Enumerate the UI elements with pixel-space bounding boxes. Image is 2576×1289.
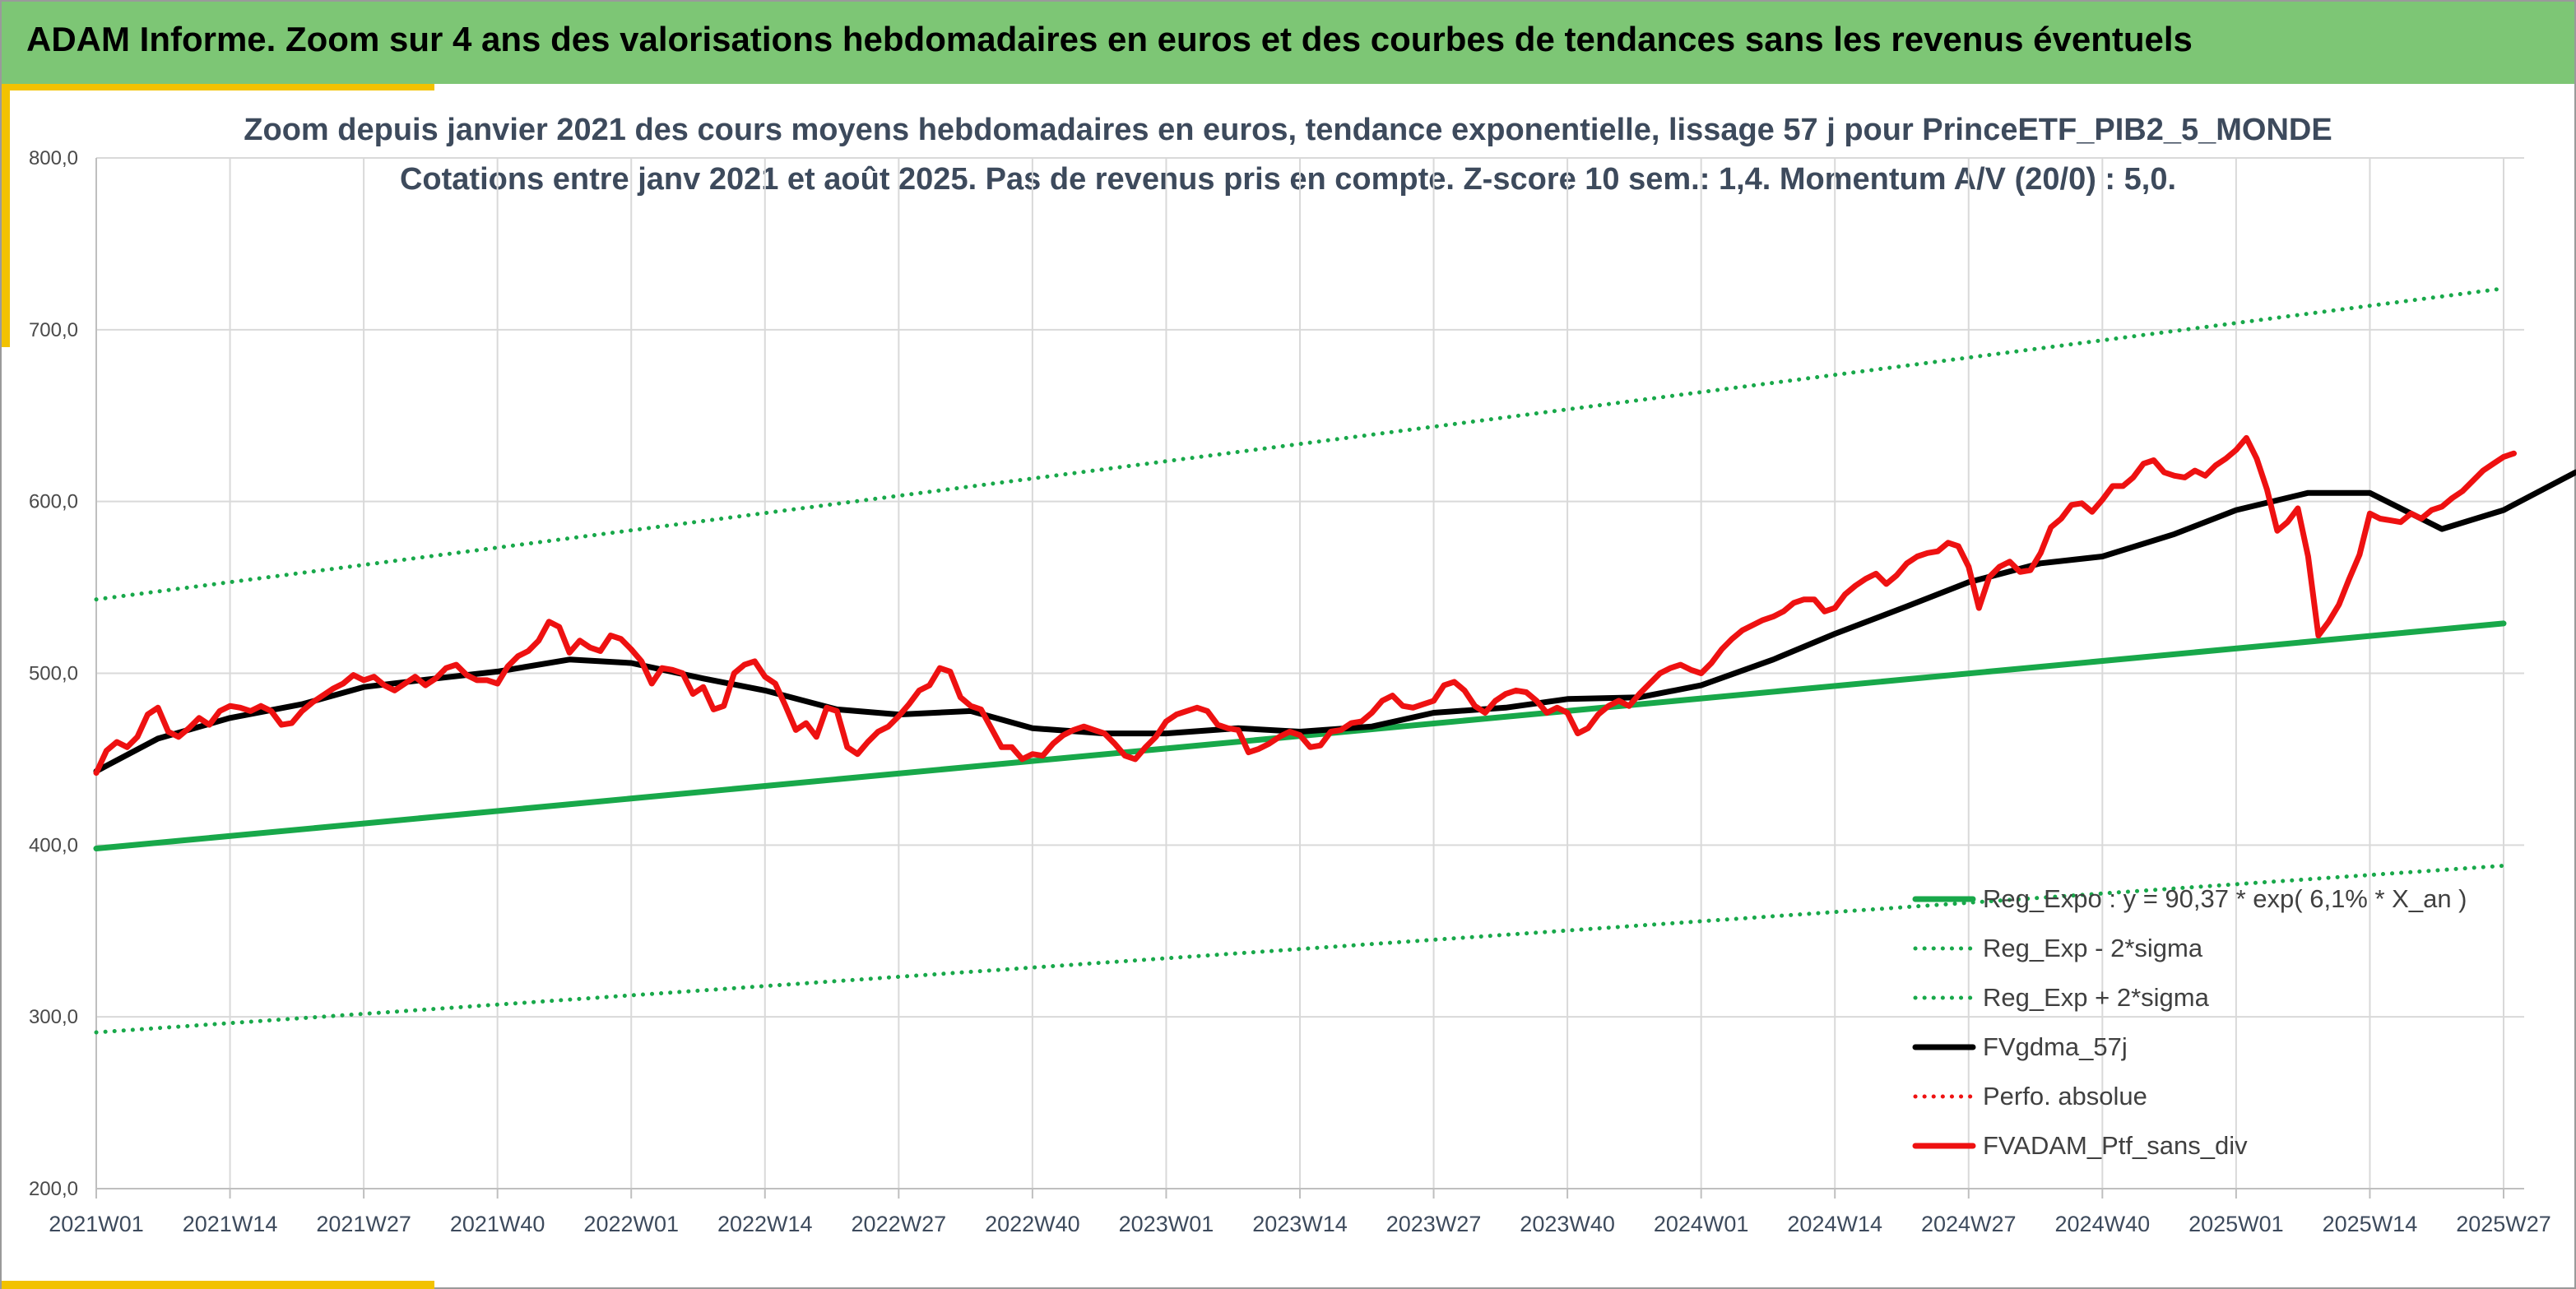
upper-band-line [94, 286, 2506, 602]
legend-label: Reg_Expo : y = 90,37 * exp( 6,1% * X_an … [1983, 884, 2467, 913]
sma-57j-line [93, 469, 2576, 774]
legend: Reg_Expo : y = 90,37 * exp( 6,1% * X_an … [1912, 884, 2467, 1160]
y-tick-label: 600,0 [29, 491, 78, 513]
plot-area [93, 286, 2576, 1035]
legend-item-reg-exp-minus: Reg_Exp - 2*sigma [1913, 934, 2203, 962]
y-tick-label: 500,0 [29, 663, 78, 685]
y-tick-label: 800,0 [29, 147, 78, 169]
x-tick-label: 2025W01 [2188, 1212, 2284, 1236]
x-tick-label: 2023W40 [1520, 1212, 1615, 1236]
grid-lines [96, 157, 2524, 1189]
x-tick-label: 2022W14 [717, 1212, 813, 1236]
legend-item-reg-exp-plus: Reg_Exp + 2*sigma [1913, 983, 2210, 1012]
y-tick-label: 200,0 [29, 1178, 78, 1200]
accent-bar-bottom [2, 1281, 434, 1289]
legend-item-perfo-absolue: Perfo. absolue [1913, 1082, 2147, 1110]
x-tick-label: 2021W40 [450, 1212, 545, 1236]
x-tick-label: 2022W40 [985, 1212, 1080, 1236]
x-tick-label: 2024W40 [2055, 1212, 2151, 1236]
chart-title: Zoom depuis janvier 2021 des cours moyen… [244, 113, 2332, 147]
x-tick-label: 2024W27 [1921, 1212, 2017, 1236]
x-tick-label: 2022W27 [852, 1212, 947, 1236]
x-tick-label: 2023W01 [1119, 1212, 1214, 1236]
legend-item-reg-expo: Reg_Expo : y = 90,37 * exp( 6,1% * X_an … [1912, 884, 2467, 913]
accent-bar-top [2, 84, 434, 90]
legend-label: Reg_Exp + 2*sigma [1983, 983, 2210, 1012]
x-tick-label: 2025W27 [2456, 1212, 2551, 1236]
header-banner: ADAM Informe. Zoom sur 4 ans des valoris… [2, 2, 2574, 84]
axes: 200,0 300,0 400,0 500,0 600,0 700,0 800,0 2021W… [29, 147, 2551, 1236]
legend-item-fvadam: FVADAM_Ptf_sans_div [1912, 1131, 2248, 1160]
y-tick-label: 700,0 [29, 319, 78, 341]
legend-label: FVADAM_Ptf_sans_div [1983, 1131, 2248, 1160]
accent-bar-left [2, 84, 10, 347]
x-tick-label: 2023W27 [1386, 1212, 1482, 1236]
banner-title: ADAM Informe. Zoom sur 4 ans des valoris… [26, 20, 2193, 58]
legend-label: Perfo. absolue [1983, 1082, 2147, 1110]
x-tick-label: 2022W01 [583, 1212, 679, 1236]
y-tick-label: 400,0 [29, 834, 78, 856]
x-tick-label: 2021W27 [316, 1212, 411, 1236]
legend-item-fvgdma: FVgdma_57j [1912, 1032, 2128, 1061]
x-tick-label: 2023W14 [1252, 1212, 1348, 1236]
x-tick-label: 2021W01 [49, 1212, 144, 1236]
lower-band-line [94, 863, 2506, 1035]
x-tick-label: 2021W14 [183, 1212, 278, 1236]
legend-label: Reg_Exp - 2*sigma [1983, 934, 2203, 962]
x-tick-label: 2024W01 [1654, 1212, 1749, 1236]
portfolio-value-line [93, 434, 2517, 777]
x-tick-label: 2024W14 [1787, 1212, 1882, 1236]
legend-label: FVgdma_57j [1983, 1032, 2128, 1061]
y-tick-label: 300,0 [29, 1006, 78, 1028]
x-tick-label: 2025W14 [2323, 1212, 2418, 1236]
chart-subtitle: Cotations entre janv 2021 et août 2025. … [399, 162, 2177, 197]
